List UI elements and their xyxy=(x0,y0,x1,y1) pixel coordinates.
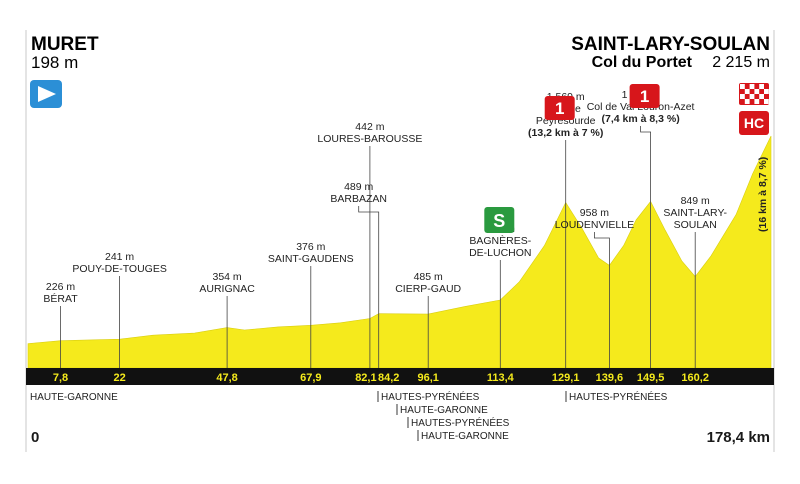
svg-text:1: 1 xyxy=(640,87,649,106)
point-line-10 xyxy=(640,126,651,368)
point-line-9 xyxy=(594,232,610,368)
point-label-2-0: 354 m xyxy=(213,271,242,283)
km-bar xyxy=(26,368,774,385)
km-label-9: 139,6 xyxy=(596,372,624,384)
climb-hc-badge-icon: HC xyxy=(739,111,769,135)
distance-start: 0 xyxy=(31,429,39,446)
final-climb-detail: (16 km à 8,7 %) xyxy=(757,157,769,232)
region-label-1: HAUTES-PYRÉNÉES xyxy=(381,390,480,403)
finish-subtitle: Col du Portet xyxy=(592,54,693,71)
region-label-2: HAUTE-GARONNE xyxy=(400,405,488,416)
point-label-1-1: POUY-DE-TOUGES xyxy=(72,263,167,275)
sprint-badge-icon: S xyxy=(484,207,515,233)
point-label-3-0: 376 m xyxy=(296,241,325,253)
km-label-0: 7,8 xyxy=(53,372,68,384)
start-flag-icon xyxy=(30,80,62,108)
finish-name: SAINT-LARY-SOULAN xyxy=(571,34,770,55)
profile-area xyxy=(27,135,772,369)
svg-text:1: 1 xyxy=(555,99,564,118)
point-label-5-0: 489 m xyxy=(344,181,373,193)
point-label-6-1: CIERP-GAUD xyxy=(395,283,461,295)
point-label-8-3: (13,2 km à 7 %) xyxy=(528,127,603,139)
region-label-4: HAUTE-GARONNE xyxy=(421,431,509,442)
point-label-3-1: SAINT-GAUDENS xyxy=(268,253,354,265)
km-label-8: 129,1 xyxy=(552,372,580,384)
point-label-0-0: 226 m xyxy=(46,281,75,293)
km-label-1: 22 xyxy=(113,372,125,384)
point-label-1-0: 241 m xyxy=(105,251,134,263)
region-label-5: HAUTES-PYRÉNÉES xyxy=(569,390,668,403)
point-label-9-0: 958 m xyxy=(580,207,609,219)
start-name: MURET xyxy=(31,34,99,55)
distance-end: 178,4 km xyxy=(707,429,770,446)
point-label-2-1: AURIGNAC xyxy=(199,283,255,295)
svg-text:S: S xyxy=(493,211,505,231)
start-altitude: 198 m xyxy=(31,53,78,72)
point-label-5-1: BARBAZAN xyxy=(330,193,387,205)
point-label-11-0: 849 m xyxy=(681,195,710,207)
point-label-6-0: 485 m xyxy=(414,271,443,283)
point-label-9-1: LOUDENVIELLE xyxy=(555,219,634,231)
point-line-5 xyxy=(358,206,380,368)
km-label-4: 82,1 xyxy=(355,372,376,384)
point-label-0-1: BÉRAT xyxy=(43,292,78,305)
km-label-2: 47,8 xyxy=(216,372,237,384)
point-label-4-0: 442 m xyxy=(355,121,384,133)
region-label-3: HAUTES-PYRÉNÉES xyxy=(411,416,510,429)
climb-cat1-badge-icon: 1 xyxy=(629,84,660,108)
km-label-10: 149,5 xyxy=(637,372,665,384)
finish-altitude: 2 215 m xyxy=(712,54,770,71)
climb-cat1-badge-icon: 1 xyxy=(544,96,575,120)
point-label-7-1: BAGNÈRES- xyxy=(469,234,531,247)
finish-flag-icon xyxy=(739,83,769,105)
km-label-7: 113,4 xyxy=(487,372,515,384)
region-label-0: HAUTE-GARONNE xyxy=(30,392,118,403)
km-label-6: 96,1 xyxy=(417,372,438,384)
km-label-5: 84,2 xyxy=(378,372,399,384)
point-label-11-1: SAINT-LARY- xyxy=(663,207,727,219)
point-label-4-1: LOURES-BAROUSSE xyxy=(317,133,422,145)
point-label-10-2: (7,4 km à 8,3 %) xyxy=(601,113,679,125)
svg-text:HC: HC xyxy=(744,115,764,131)
point-label-7-2: DE-LUCHON xyxy=(469,247,531,259)
km-label-11: 160,2 xyxy=(681,372,709,384)
point-label-11-2: SOULAN xyxy=(674,219,717,231)
km-label-3: 67,9 xyxy=(300,372,321,384)
